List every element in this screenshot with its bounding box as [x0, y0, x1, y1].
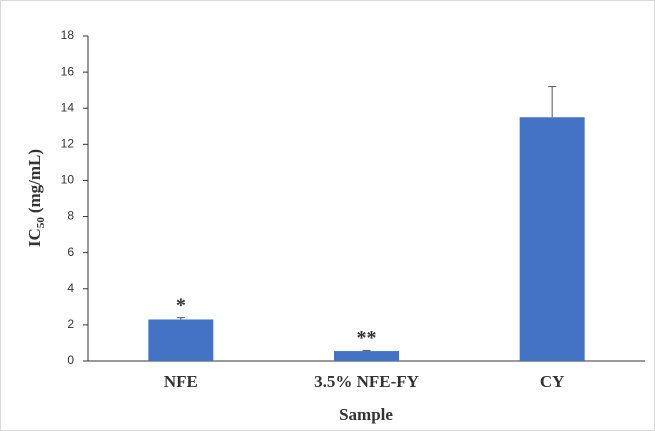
bar [519, 117, 585, 361]
error-bar [362, 350, 371, 352]
y-title-main: IC [25, 228, 44, 247]
y-tick-label: 2 [67, 317, 74, 331]
y-tick-label: 0 [67, 353, 74, 367]
y-axis-title: IC50 (mg/mL) [25, 149, 47, 247]
y-title-unit: (mg/mL) [25, 149, 44, 213]
y-tick-label: 10 [61, 173, 75, 187]
annotation: * [176, 294, 186, 316]
bar [148, 319, 214, 361]
annotation: ** [357, 327, 377, 349]
bar [334, 351, 399, 361]
x-tick-label: 3.5% NFE-FY [314, 372, 419, 391]
y-tick-label: 12 [61, 137, 75, 151]
error-bar [548, 86, 557, 118]
error-bar [176, 317, 185, 320]
y-tick-label: 4 [67, 281, 74, 295]
y-tick-label: 16 [61, 64, 75, 78]
y-tick-label: 18 [61, 28, 75, 42]
x-tick-label: NFE [164, 372, 198, 391]
y-tick-label: 8 [67, 209, 74, 223]
y-tick-label: 14 [61, 100, 75, 114]
x-tick-label: CY [540, 372, 565, 391]
y-title-sub: 50 [35, 217, 47, 229]
x-axis-title: Sample [339, 405, 393, 424]
y-tick-label: 6 [67, 245, 74, 259]
